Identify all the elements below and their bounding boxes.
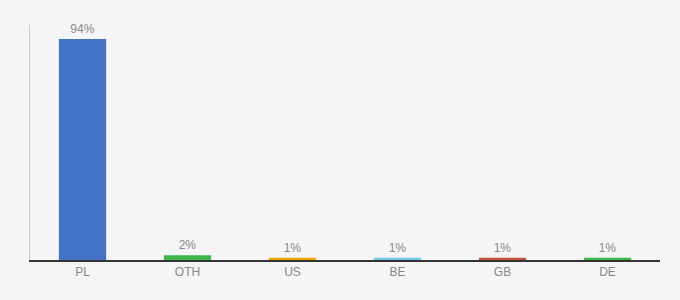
svg-text:PL: PL (75, 265, 90, 279)
svg-text:94%: 94% (70, 22, 94, 36)
svg-text:1%: 1% (494, 241, 512, 255)
svg-text:2%: 2% (179, 238, 197, 252)
svg-text:BE: BE (389, 265, 405, 279)
svg-text:DE: DE (599, 265, 616, 279)
svg-text:US: US (284, 265, 301, 279)
svg-text:1%: 1% (599, 241, 617, 255)
svg-text:1%: 1% (284, 241, 302, 255)
svg-text:OTH: OTH (175, 265, 200, 279)
svg-text:GB: GB (494, 265, 511, 279)
svg-text:1%: 1% (389, 241, 407, 255)
